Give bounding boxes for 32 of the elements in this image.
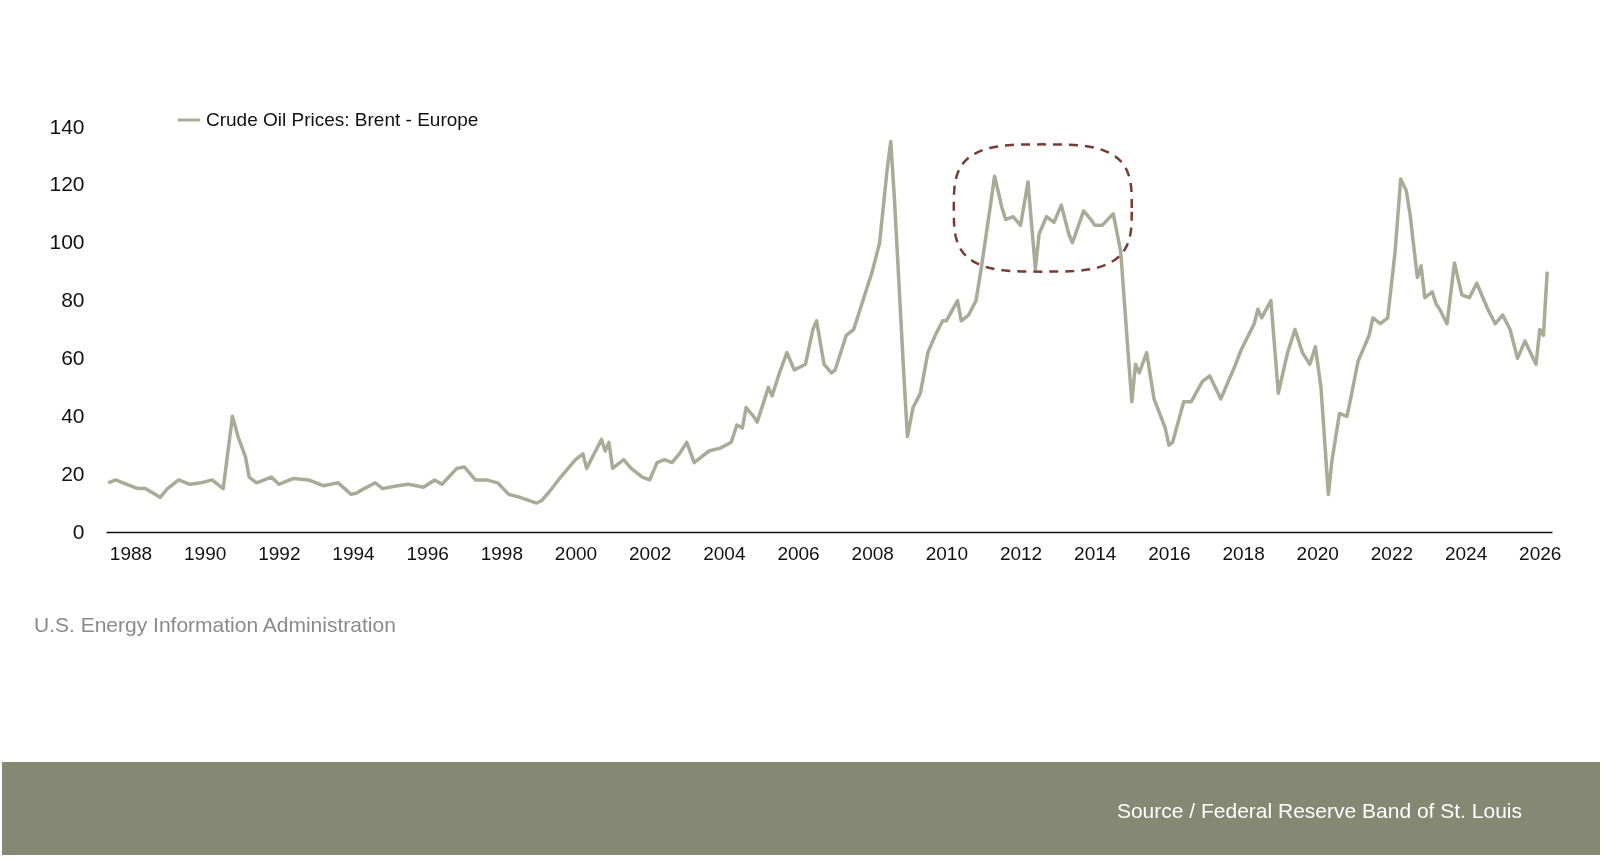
y-tick-label: 140: [49, 114, 85, 138]
y-tick-label: 80: [61, 288, 85, 312]
y-tick-label: 20: [61, 461, 85, 485]
x-tick-label: 2026: [1519, 542, 1562, 564]
x-tick-label: 2004: [703, 542, 746, 564]
y-tick-label: 100: [49, 230, 85, 254]
x-tick-label: 2022: [1370, 542, 1414, 564]
x-tick-label: 2024: [1444, 542, 1488, 564]
x-tick-label: 2002: [629, 542, 672, 564]
x-tick-label: 2020: [1296, 542, 1339, 564]
y-tick-label: 40: [61, 403, 85, 427]
x-tick-label: 2014: [1074, 542, 1117, 564]
y-tick-label: 0: [72, 519, 85, 543]
x-tick-label: 1994: [332, 542, 376, 564]
line-series: [106, 139, 1549, 505]
x-tick-label: 1988: [109, 542, 153, 564]
legend-label: Crude Oil Prices: Brent - Europe: [206, 109, 479, 130]
x-tick-label: 2010: [925, 542, 969, 564]
x-tick-label: 2008: [851, 542, 894, 564]
x-tick-label: 2012: [999, 542, 1043, 564]
text: U.S. Energy Information Administration: [34, 613, 396, 636]
x-tick-label: 2006: [777, 542, 820, 564]
x-tick-label: 2000: [554, 542, 598, 564]
x-tick-label: 1998: [480, 542, 523, 564]
x-tick-label: 2016: [1148, 542, 1191, 564]
y-tick-label: 120: [49, 172, 85, 196]
x-tick-label: 1996: [406, 542, 449, 564]
source-note: Source / Federal Reserve Band of St. Louis: [1116, 799, 1522, 822]
y-tick-label: 60: [61, 345, 85, 369]
x-tick-label: 1990: [184, 542, 227, 564]
x-tick-label: 1992: [258, 542, 301, 564]
x-tick-label: 2018: [1222, 542, 1265, 564]
